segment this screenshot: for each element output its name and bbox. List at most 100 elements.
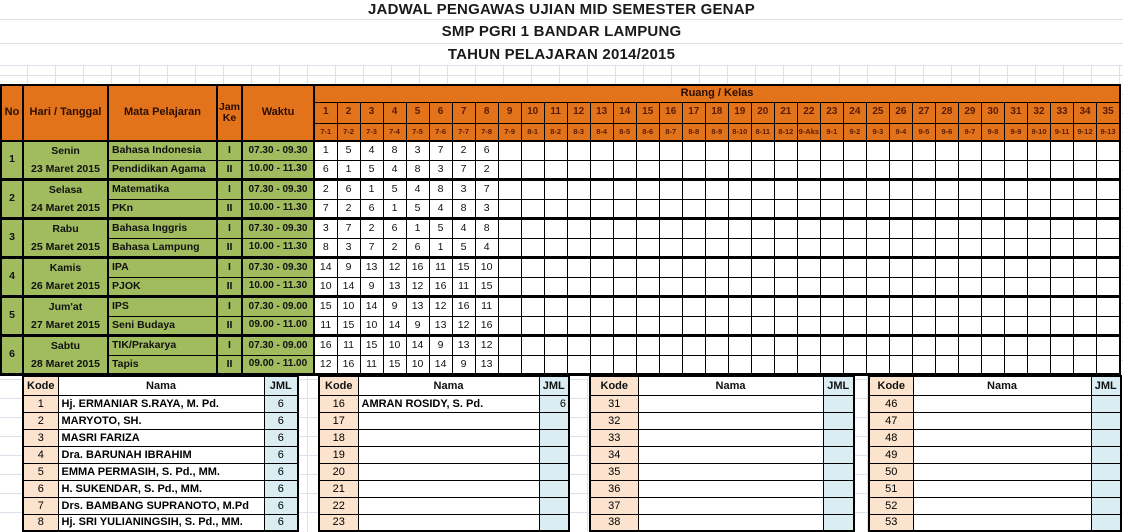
jam-ke-cell[interactable]: II [216, 198, 243, 220]
code-cell[interactable] [1026, 354, 1052, 376]
room-class-header[interactable]: 7-4 [382, 122, 407, 142]
code-cell[interactable] [1049, 198, 1075, 220]
kode-cell[interactable]: 51 [868, 479, 914, 498]
code-cell[interactable]: 8 [474, 218, 499, 239]
code-cell[interactable] [1003, 218, 1028, 239]
kode-header[interactable]: Kode [868, 375, 914, 396]
code-cell[interactable] [589, 257, 614, 278]
code-cell[interactable] [865, 198, 890, 220]
code-cell[interactable] [727, 179, 752, 200]
subject-cell[interactable]: TIK/Prakarya [107, 335, 218, 356]
code-cell[interactable] [727, 276, 752, 298]
code-cell[interactable] [612, 335, 637, 356]
kode-cell[interactable]: 53 [868, 513, 914, 532]
code-cell[interactable]: 10 [359, 315, 384, 337]
code-cell[interactable]: 10 [405, 354, 430, 376]
jam-ke-cell[interactable]: II [216, 237, 243, 259]
code-cell[interactable] [773, 296, 798, 317]
code-cell[interactable] [589, 354, 614, 376]
code-cell[interactable]: 1 [428, 237, 453, 259]
room-number-header[interactable]: 23 [819, 101, 844, 124]
kode-cell[interactable]: 21 [318, 479, 359, 498]
code-cell[interactable] [1026, 218, 1052, 239]
code-cell[interactable]: 15 [336, 315, 361, 337]
room-number-header[interactable]: 27 [911, 101, 936, 124]
code-cell[interactable] [704, 237, 729, 259]
code-cell[interactable] [865, 159, 890, 182]
code-cell[interactable]: 6 [359, 198, 384, 220]
code-cell[interactable] [704, 198, 729, 220]
nama-cell[interactable]: MARYOTO, SH. [57, 411, 265, 430]
code-cell[interactable] [957, 198, 982, 220]
code-cell[interactable] [796, 139, 821, 161]
code-cell[interactable] [497, 296, 522, 317]
jml-cell[interactable]: 6 [263, 445, 299, 464]
jml-cell[interactable] [822, 411, 855, 430]
col-header-waktu[interactable]: Waktu [241, 84, 315, 142]
code-cell[interactable] [635, 218, 660, 239]
kode-cell[interactable]: 20 [318, 462, 359, 481]
room-class-header[interactable]: 7-6 [428, 122, 453, 142]
jml-cell[interactable]: 6 [263, 394, 299, 413]
code-cell[interactable] [819, 257, 844, 278]
kode-cell[interactable]: 2 [22, 411, 59, 430]
code-cell[interactable]: 9 [451, 354, 476, 376]
code-cell[interactable] [819, 335, 844, 356]
code-cell[interactable]: 11 [359, 354, 384, 376]
kode-cell[interactable]: 52 [868, 496, 914, 515]
code-cell[interactable]: 7 [428, 139, 453, 161]
day-date-cell[interactable]: Senin 23 Maret 2015 [22, 140, 109, 181]
nama-cell[interactable] [912, 513, 1092, 532]
no-cell[interactable]: 4 [0, 257, 24, 298]
code-cell[interactable] [1003, 139, 1028, 161]
code-cell[interactable] [635, 237, 660, 259]
room-class-header[interactable]: 7-7 [451, 122, 476, 142]
code-cell[interactable] [796, 315, 821, 337]
code-cell[interactable]: 8 [451, 198, 476, 220]
room-class-header[interactable]: 8-10 [727, 122, 752, 142]
code-cell[interactable] [681, 335, 706, 356]
code-cell[interactable]: 7 [359, 237, 384, 259]
nama-cell[interactable]: AMRAN ROSIDY, S. Pd. [357, 394, 540, 413]
code-cell[interactable] [796, 335, 821, 356]
code-cell[interactable] [819, 276, 844, 298]
code-cell[interactable] [750, 315, 775, 337]
code-cell[interactable] [1049, 139, 1075, 161]
code-cell[interactable]: 3 [451, 179, 476, 200]
code-cell[interactable] [612, 296, 637, 317]
code-cell[interactable] [497, 218, 522, 239]
waktu-cell[interactable]: 10.00 - 11.30 [241, 198, 315, 220]
room-class-header[interactable]: 7-1 [313, 122, 338, 142]
nama-cell[interactable] [912, 428, 1092, 447]
code-cell[interactable] [750, 296, 775, 317]
no-cell[interactable]: 6 [0, 335, 24, 376]
jml-cell[interactable]: 6 [263, 411, 299, 430]
jml-cell[interactable] [1090, 411, 1122, 430]
code-cell[interactable] [543, 276, 568, 298]
code-cell[interactable]: 4 [451, 218, 476, 239]
code-cell[interactable] [1096, 179, 1121, 200]
jml-cell[interactable] [1090, 445, 1122, 464]
room-number-header[interactable]: 26 [888, 101, 913, 124]
kode-cell[interactable]: 23 [318, 513, 359, 532]
code-cell[interactable]: 13 [382, 276, 407, 298]
code-cell[interactable] [773, 354, 798, 376]
code-cell[interactable] [566, 315, 591, 337]
jml-cell[interactable] [538, 411, 570, 430]
code-cell[interactable] [888, 335, 913, 356]
code-cell[interactable] [819, 198, 844, 220]
code-cell[interactable] [819, 237, 844, 259]
code-cell[interactable] [520, 315, 545, 337]
code-cell[interactable] [704, 257, 729, 278]
code-cell[interactable] [520, 354, 545, 376]
room-class-header[interactable]: 9-9 [1003, 122, 1028, 142]
room-number-header[interactable]: 29 [957, 101, 982, 124]
code-cell[interactable] [520, 179, 545, 200]
code-cell[interactable]: 13 [405, 296, 430, 317]
no-cell[interactable]: 3 [0, 218, 24, 259]
kode-cell[interactable]: 3 [22, 428, 59, 447]
code-cell[interactable] [934, 198, 959, 220]
code-cell[interactable]: 15 [474, 276, 499, 298]
code-cell[interactable] [681, 159, 706, 182]
code-cell[interactable] [612, 218, 637, 239]
